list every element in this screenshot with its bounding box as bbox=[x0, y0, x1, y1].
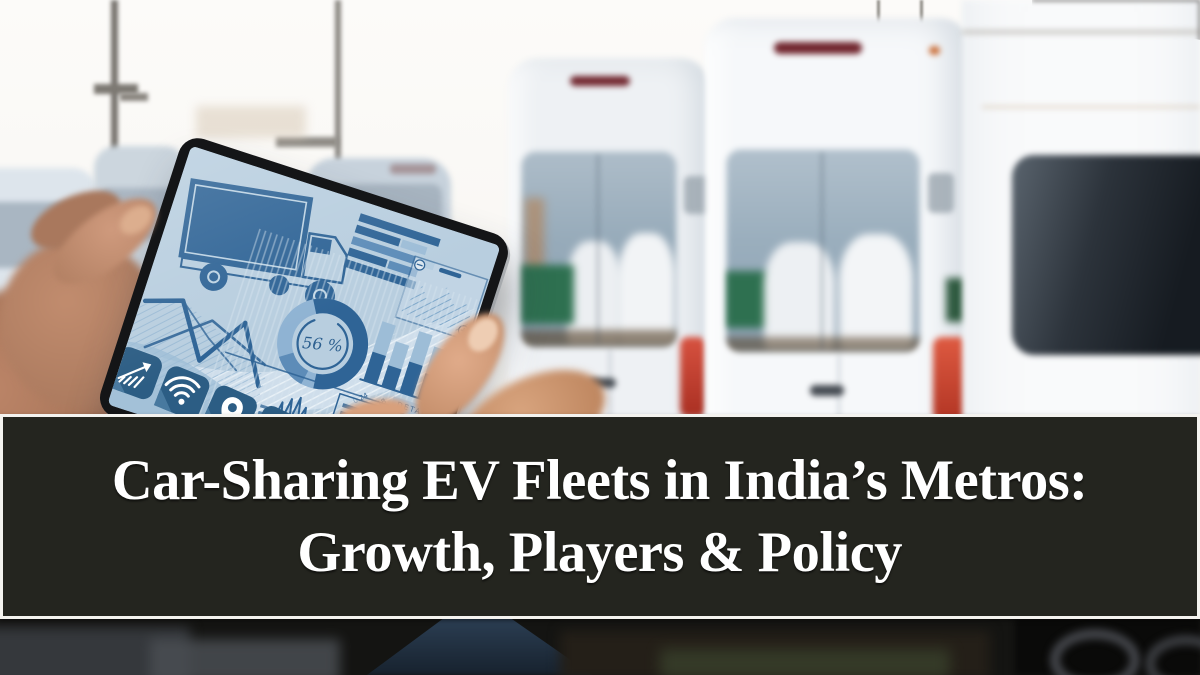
van-marker-light bbox=[929, 46, 940, 55]
window-door-seam bbox=[597, 153, 600, 345]
window-door-seam bbox=[821, 152, 824, 349]
title-banner: Car-Sharing EV Fleets in India’s Metros:… bbox=[0, 414, 1200, 619]
street-pole-arm bbox=[276, 137, 338, 147]
street-pole bbox=[111, 0, 118, 196]
street-pole bbox=[335, 0, 341, 162]
antenna bbox=[877, 0, 880, 30]
van-handle bbox=[810, 385, 844, 396]
van-taillight bbox=[680, 337, 706, 417]
window-reflection-van bbox=[617, 233, 675, 345]
street-pole-arm bbox=[120, 93, 148, 101]
van-handle bbox=[588, 378, 616, 388]
title-line-1: Car-Sharing EV Fleets in India’s Metros: bbox=[112, 448, 1088, 512]
title-line-2: Growth, Players & Policy bbox=[297, 520, 903, 584]
van-brake-light bbox=[390, 164, 437, 174]
van-door-seam bbox=[837, 355, 840, 465]
street-pole-arm bbox=[94, 84, 138, 94]
window-reflection-trees bbox=[520, 264, 574, 325]
wheel-rim bbox=[1145, 635, 1200, 675]
wheel-rim bbox=[1050, 629, 1140, 675]
van-body-crease bbox=[982, 106, 1200, 108]
ground-strip bbox=[0, 617, 1200, 675]
distant-building-blob bbox=[196, 106, 306, 138]
window-reflection-van bbox=[567, 241, 622, 345]
van-brake-light bbox=[774, 42, 862, 54]
window-reflection-orange bbox=[524, 197, 544, 287]
van-rear-window bbox=[725, 148, 921, 353]
window-reflection-van bbox=[764, 242, 835, 349]
van-rear-window bbox=[520, 150, 678, 348]
van-side-window bbox=[1012, 155, 1200, 355]
title-banner-inner: Car-Sharing EV Fleets in India’s Metros:… bbox=[3, 417, 1197, 616]
gravel-blob bbox=[150, 639, 340, 675]
van-roof-rail bbox=[962, 30, 1200, 34]
antenna bbox=[920, 0, 923, 27]
van-door-seam bbox=[609, 350, 611, 470]
page-title: Car-Sharing EV Fleets in India’s Metros:… bbox=[112, 445, 1088, 589]
van-door-hinge bbox=[928, 173, 954, 213]
van-brake-light bbox=[570, 76, 630, 86]
moss-blob bbox=[660, 649, 950, 675]
window-reflection-van bbox=[838, 234, 914, 349]
